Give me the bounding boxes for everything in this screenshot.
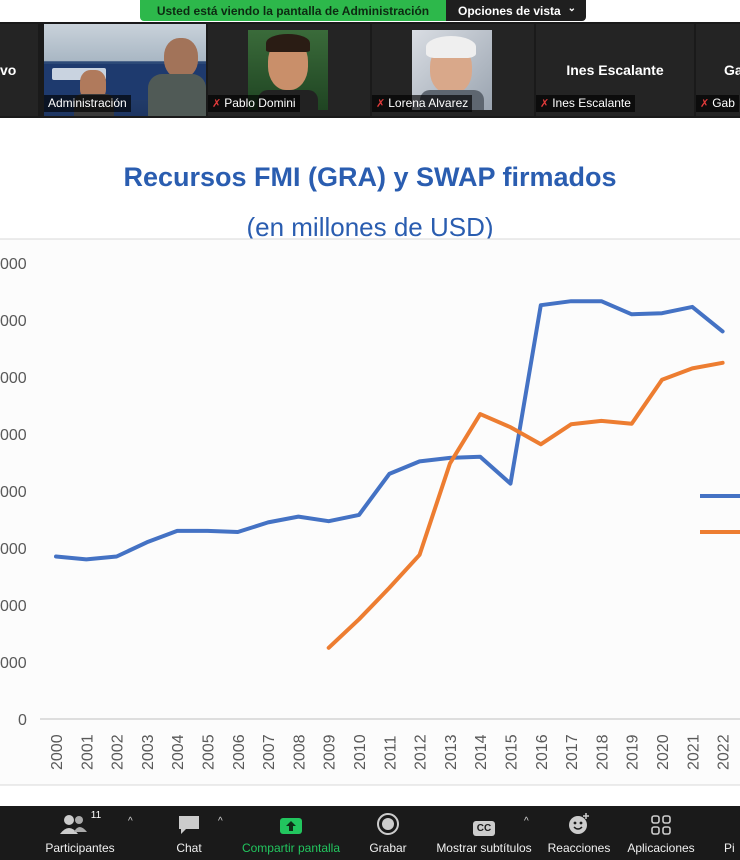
series-line-1 [54,299,725,562]
x-tick-label: 2020 [655,734,672,770]
screen-share-banner-text: Usted está viendo la pantalla de Adminis… [156,3,430,18]
chevron-down-icon: ⌄ [567,3,576,14]
participant-display-name: Ines Escalante [566,62,664,78]
more-button[interactable]: Pi [724,806,740,860]
record-label: Grabar [369,841,407,855]
participants-button[interactable]: 11 Participantes [38,806,122,860]
y-tick-label: 000 [0,313,27,330]
x-tick-label: 2021 [685,734,702,770]
share-screen-button[interactable]: Compartir pantalla [238,806,344,860]
y-tick-label: 000 [0,655,27,672]
y-tick-label: 000 [0,541,27,558]
chart-subtitle: (en millones de USD) [246,212,494,242]
record-button[interactable]: Grabar [362,806,414,860]
participant-tile-pablo[interactable]: ✗ Pablo Domini [208,24,370,116]
x-tick-label: 2002 [110,734,127,770]
meeting-toolbar: 11 Participantes ^ Chat ^ Compartir pant… [0,806,740,860]
x-tick-label: 2017 [564,734,581,770]
x-tick-label: 2010 [352,734,369,770]
apps-icon [650,806,672,836]
y-tick-label: 000 [0,256,27,273]
participant-tile-lorena[interactable]: ✗ Lorena Alvarez [372,24,534,116]
series-line-2 [326,360,725,650]
participants-icon: 11 [59,806,101,836]
chart-title: Recursos FMI (GRA) y SWAP firmados [123,162,617,192]
participants-label: Participantes [45,841,115,855]
y-tick-label: 000 [0,484,27,501]
captions-button[interactable]: CC Mostrar subtítulos [432,806,536,860]
participant-tile-administracion[interactable]: Administración [44,24,206,116]
x-tick-label: 2009 [322,734,339,770]
y-tick-label: 000 [0,427,27,444]
x-tick-label: 2013 [443,734,460,770]
reactions-button[interactable]: Reacciones [546,806,612,860]
x-tick-label: 2015 [504,734,521,770]
x-tick-label: 2000 [49,734,66,770]
x-tick-label: 2011 [382,735,399,770]
apps-label: Aplicaciones [627,841,695,855]
reactions-icon [567,806,591,836]
participant-name: Administración [44,95,131,112]
participants-count: 11 [90,810,102,821]
apps-button[interactable]: Aplicaciones [624,806,698,860]
mic-muted-icon: ✗ [540,98,550,110]
top-banner-area: Usted está viendo la pantalla de Adminis… [0,0,740,22]
x-tick-label: 2012 [413,734,430,770]
plot-area [0,239,740,785]
participants-caret-icon[interactable]: ^ [128,816,133,827]
x-tick-label: 2005 [201,734,218,770]
chat-icon [177,806,201,836]
participant-display-name: Ga [724,62,740,78]
participant-name: ✗ Pablo Domini [208,95,300,112]
chat-label: Chat [176,841,202,855]
captions-caret-icon[interactable]: ^ [524,816,529,827]
x-tick-label: 2006 [231,734,248,770]
participant-tile-partial[interactable]: vo [0,24,38,116]
share-screen-label: Compartir pantalla [241,841,341,855]
x-tick-label: 2018 [594,734,611,770]
y-tick-label: 000 [0,598,27,615]
participant-name: ✗ Lorena Alvarez [372,95,473,112]
participant-strip: vo Administración ✗ Pablo Domini [0,22,740,118]
chat-button[interactable]: Chat [162,806,216,860]
participant-name: ✗ Gab [696,95,739,112]
view-options-label: Opciones de vista [458,3,561,18]
x-tick-label: 2003 [140,734,157,770]
y-tick-label: 0 [18,712,27,729]
x-tick-label: 2001 [79,734,96,770]
x-tick-label: 2019 [625,734,642,770]
view-options-button[interactable]: Opciones de vista ⌄ [446,0,586,21]
reactions-label: Reacciones [547,841,611,855]
x-tick-label: 2008 [291,734,308,770]
x-tick-label: 2016 [534,734,551,770]
captions-label: Mostrar subtítulos [436,841,532,855]
chat-caret-icon[interactable]: ^ [218,816,223,827]
screen-share-banner: Usted está viendo la pantalla de Adminis… [140,0,446,21]
x-tick-label: 2004 [170,734,187,770]
participant-name: ✗ Ines Escalante [536,95,635,112]
x-tick-label: 2014 [473,734,490,770]
record-icon [376,806,400,836]
share-screen-icon [279,806,303,836]
shared-screen-slide: Recursos FMI (GRA) y SWAP firmados (en m… [0,118,740,806]
more-label: Pi [724,841,735,855]
y-tick-label: 000 [0,370,27,387]
participant-tile-gab[interactable]: Ga ✗ Gab [696,24,740,116]
participant-tile-ines[interactable]: Ines Escalante ✗ Ines Escalante [536,24,694,116]
captions-icon: CC [472,806,496,836]
mic-muted-icon: ✗ [376,98,386,110]
participant-partial-name: vo [0,62,17,78]
x-tick-label: 2022 [716,734,733,770]
mic-muted-icon: ✗ [700,98,710,110]
x-tick-label: 2007 [261,734,278,770]
mic-muted-icon: ✗ [212,98,222,110]
